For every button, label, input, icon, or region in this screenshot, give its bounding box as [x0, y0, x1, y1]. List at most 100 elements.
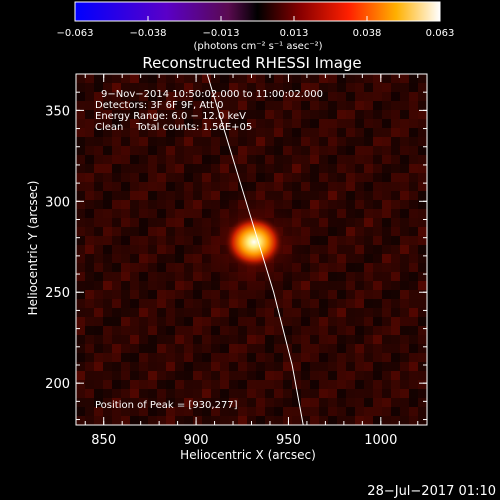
- noise-cell: [202, 317, 211, 326]
- noise-cell: [76, 200, 85, 209]
- noise-cell: [175, 146, 184, 155]
- noise-cell: [319, 299, 328, 308]
- noise-cell: [130, 362, 139, 371]
- noise-cell: [283, 182, 292, 191]
- noise-cell: [121, 398, 130, 407]
- noise-cell: [202, 326, 211, 335]
- noise-cell: [256, 407, 265, 416]
- noise-cell: [175, 173, 184, 182]
- noise-cell: [112, 317, 121, 326]
- noise-cell: [310, 101, 319, 110]
- noise-cell: [193, 371, 202, 380]
- noise-cell: [310, 155, 319, 164]
- noise-cell: [373, 137, 382, 146]
- noise-cell: [310, 344, 319, 353]
- noise-cell: [328, 344, 337, 353]
- noise-cell: [94, 254, 103, 263]
- noise-cell: [103, 245, 112, 254]
- colorbar-units: (photons cm⁻² s⁻¹ asec⁻²): [193, 41, 322, 52]
- noise-cell: [193, 416, 202, 425]
- noise-cell: [328, 362, 337, 371]
- noise-cell: [94, 245, 103, 254]
- noise-cell: [301, 317, 310, 326]
- noise-cell: [292, 389, 301, 398]
- noise-pattern: [76, 74, 427, 425]
- noise-cell: [346, 398, 355, 407]
- noise-cell: [418, 380, 427, 389]
- noise-cell: [157, 83, 166, 92]
- noise-cell: [319, 83, 328, 92]
- noise-cell: [301, 182, 310, 191]
- noise-cell: [193, 146, 202, 155]
- noise-cell: [166, 272, 175, 281]
- noise-cell: [355, 128, 364, 137]
- noise-cell: [418, 92, 427, 101]
- noise-cell: [211, 83, 220, 92]
- colorbar-tick-3: 0.013: [280, 28, 309, 39]
- noise-cell: [319, 335, 328, 344]
- noise-cell: [310, 74, 319, 83]
- noise-cell: [292, 173, 301, 182]
- noise-cell: [346, 119, 355, 128]
- noise-cell: [373, 254, 382, 263]
- noise-cell: [184, 380, 193, 389]
- noise-cell: [148, 110, 157, 119]
- noise-cell: [364, 83, 373, 92]
- noise-cell: [220, 380, 229, 389]
- noise-cell: [157, 200, 166, 209]
- noise-cell: [328, 173, 337, 182]
- noise-cell: [373, 272, 382, 281]
- noise-cell: [364, 317, 373, 326]
- noise-cell: [247, 92, 256, 101]
- noise-cell: [418, 74, 427, 83]
- noise-cell: [94, 128, 103, 137]
- noise-cell: [157, 227, 166, 236]
- noise-cell: [328, 164, 337, 173]
- noise-cell: [373, 119, 382, 128]
- noise-cell: [373, 74, 382, 83]
- noise-cell: [229, 371, 238, 380]
- noise-cell: [238, 326, 247, 335]
- noise-cell: [328, 227, 337, 236]
- axis-ticks: [76, 73, 427, 425]
- noise-cell: [103, 92, 112, 101]
- noise-cell: [400, 110, 409, 119]
- noise-cell: [184, 362, 193, 371]
- noise-cell: [94, 182, 103, 191]
- noise-cell: [283, 110, 292, 119]
- noise-cell: [184, 353, 193, 362]
- noise-cell: [175, 218, 184, 227]
- noise-cell: [418, 236, 427, 245]
- noise-cell: [139, 236, 148, 245]
- noise-cell: [409, 416, 418, 425]
- noise-cell: [319, 92, 328, 101]
- noise-cell: [121, 254, 130, 263]
- noise-cell: [148, 218, 157, 227]
- noise-cell: [256, 155, 265, 164]
- noise-cell: [373, 83, 382, 92]
- noise-cell: [418, 245, 427, 254]
- noise-cell: [157, 119, 166, 128]
- noise-cell: [184, 290, 193, 299]
- noise-cell: [121, 272, 130, 281]
- noise-cell: [283, 398, 292, 407]
- noise-cell: [391, 317, 400, 326]
- noise-cell: [355, 92, 364, 101]
- noise-cell: [184, 173, 193, 182]
- noise-cell: [355, 335, 364, 344]
- noise-cell: [382, 281, 391, 290]
- noise-cell: [211, 362, 220, 371]
- noise-cell: [184, 164, 193, 173]
- noise-cell: [148, 290, 157, 299]
- noise-cell: [130, 254, 139, 263]
- noise-cell: [175, 227, 184, 236]
- noise-cell: [166, 371, 175, 380]
- noise-cell: [148, 281, 157, 290]
- noise-cell: [229, 326, 238, 335]
- noise-cell: [283, 83, 292, 92]
- noise-cell: [85, 119, 94, 128]
- noise-cell: [112, 290, 121, 299]
- noise-cell: [94, 74, 103, 83]
- y-tick-labels: 200 250 300 350: [45, 104, 70, 392]
- noise-cell: [157, 335, 166, 344]
